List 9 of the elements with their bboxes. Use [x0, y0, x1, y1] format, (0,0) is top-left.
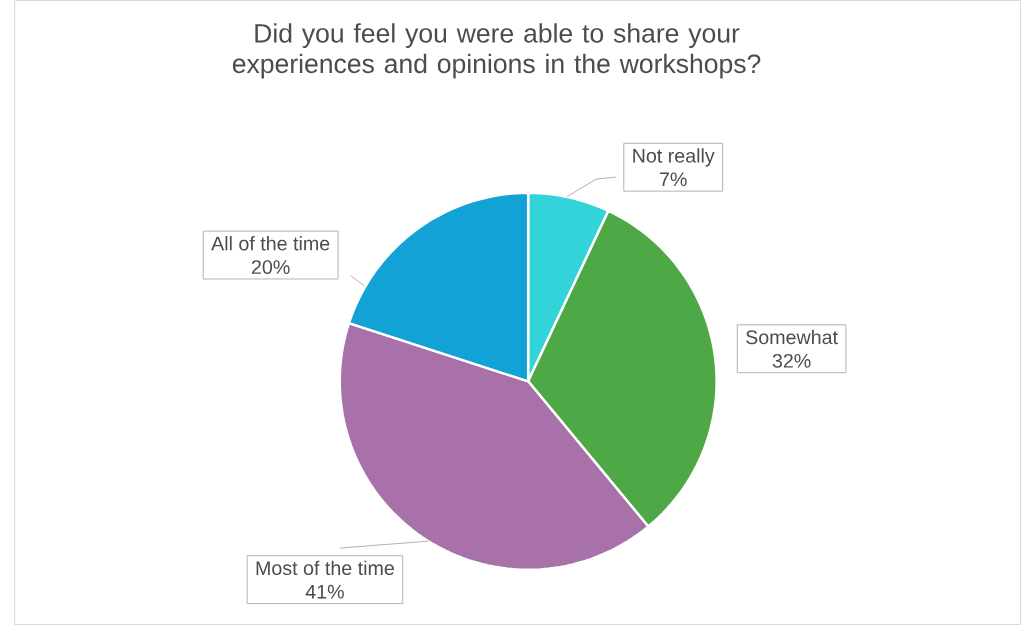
data-label: 7% [660, 172, 687, 187]
slice-label: All of the time [211, 236, 330, 251]
data-label: 41% [305, 584, 344, 599]
slice-label: Somewhat [746, 329, 838, 345]
data-label: 32% [772, 353, 811, 368]
data-label: 20% [251, 260, 290, 275]
chart-title: Did you feel you were able to share your experiences and opinions in the workshops? [232, 23, 761, 79]
slice-label: Most of the time [256, 560, 394, 576]
slice-label: Not really [633, 148, 715, 167]
